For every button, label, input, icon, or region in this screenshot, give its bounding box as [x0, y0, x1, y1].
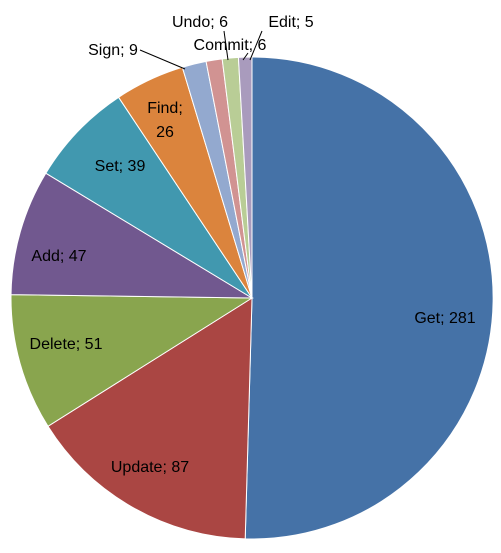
data-label-get: Get; 281 — [414, 310, 475, 327]
pie-slice-update — [47, 297, 253, 540]
pie-slices — [10, 56, 494, 540]
leader-line-commit — [242, 52, 249, 61]
data-label-update: Update; 87 — [111, 459, 189, 476]
pie-slice-add — [10, 172, 254, 299]
data-label-add: Add; 47 — [31, 248, 86, 265]
data-labels: Get; 281 Update; 87 Delete; 51 Add; 47 Set; … — [30, 14, 476, 476]
leader-line-edit — [249, 30, 263, 61]
pie-slice-get — [244, 56, 494, 540]
data-label-set: Set; 39 — [95, 158, 146, 175]
data-label-find: Find; 26 — [147, 100, 183, 141]
data-label-edit: Edit; 5 — [268, 14, 313, 31]
pie-slice-set — [45, 96, 253, 299]
leader-line-sign — [139, 49, 186, 70]
data-label-undo: Undo; 6 — [172, 14, 228, 31]
data-label-commit: Commit; 6 — [194, 37, 267, 54]
leader-line-undo — [223, 30, 229, 61]
leader-lines — [139, 30, 263, 70]
data-label-sign: Sign; 9 — [88, 42, 138, 59]
pie-slice-delete — [10, 294, 254, 427]
data-label-delete: Delete; 51 — [30, 336, 103, 353]
